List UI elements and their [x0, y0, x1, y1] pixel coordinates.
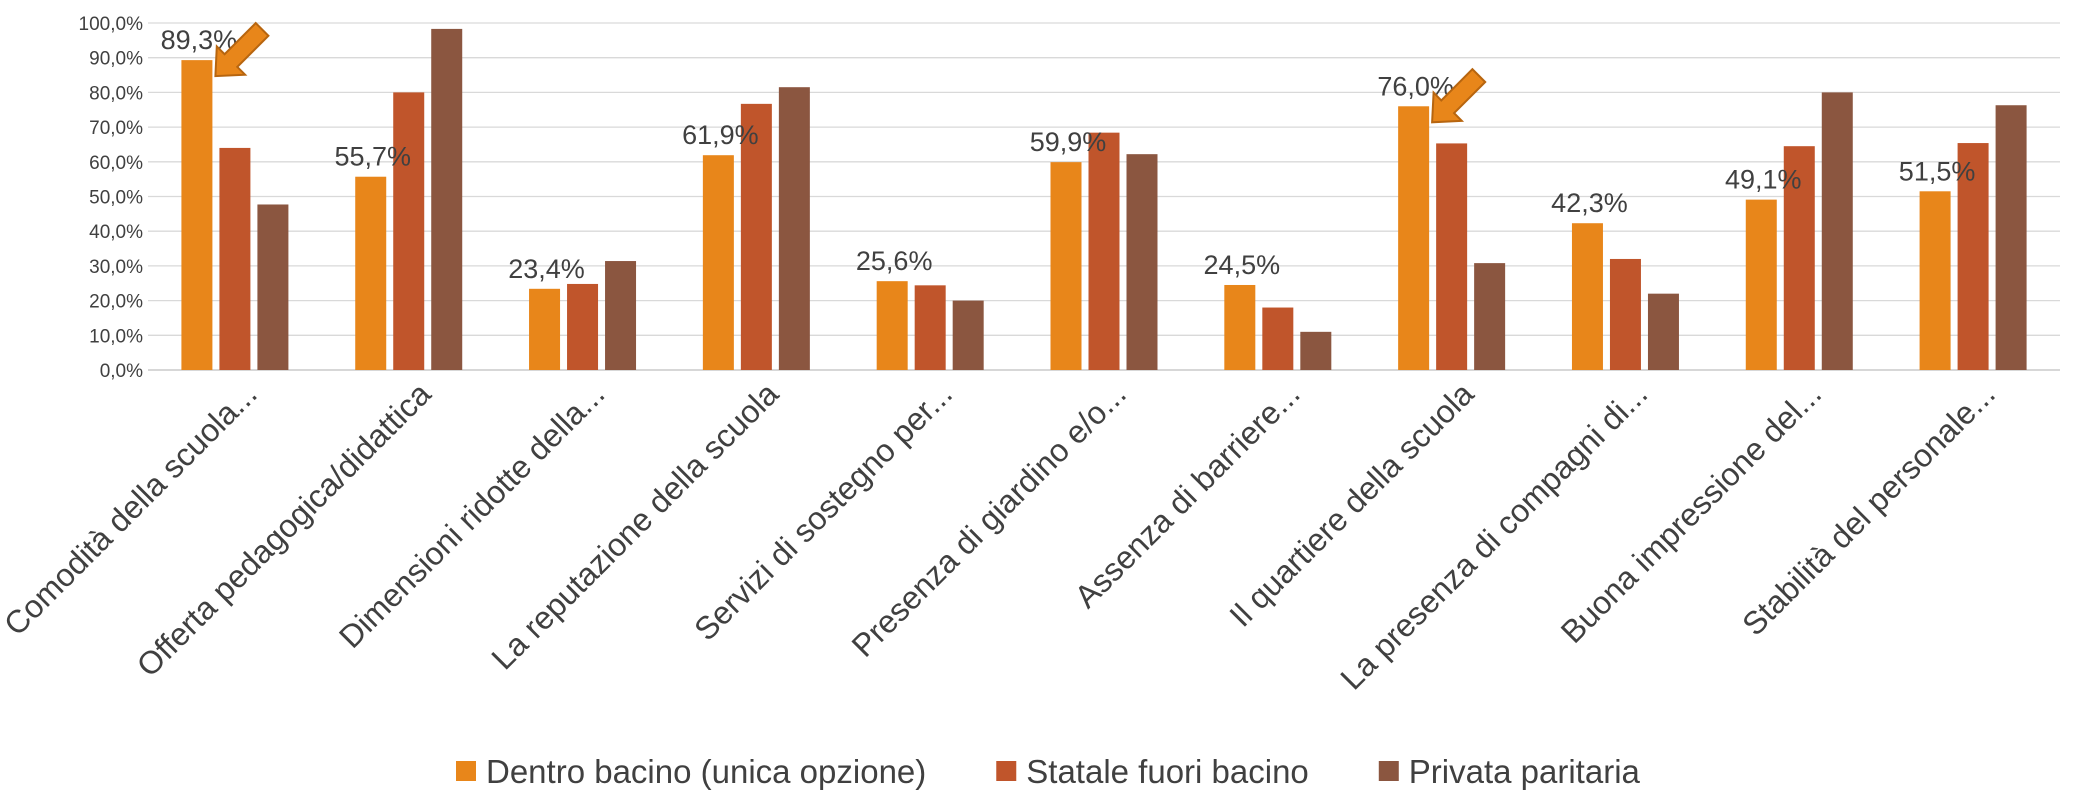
legend-label: Dentro bacino (unica opzione): [486, 753, 926, 790]
bar: [1919, 191, 1951, 370]
bar: [1783, 146, 1815, 370]
data-label: 24,5%: [1204, 250, 1281, 280]
category-label: La reputazione della scuola: [484, 375, 785, 676]
y-tick-label: 0,0%: [100, 361, 143, 382]
bar: [1126, 154, 1158, 370]
bar: [1050, 162, 1082, 370]
bar: [876, 281, 908, 370]
data-label: 25,6%: [856, 246, 933, 276]
bar: [1609, 258, 1641, 370]
bar: [952, 300, 984, 370]
data-label: 59,9%: [1030, 127, 1107, 157]
data-label: 49,1%: [1725, 165, 1802, 195]
category-label: Presenza di giardino e/o...: [845, 375, 1133, 663]
bar: [1571, 223, 1603, 370]
y-tick-label: 20,0%: [89, 292, 143, 313]
y-tick-label: 80,0%: [89, 83, 143, 104]
annotation-arrows: [214, 21, 1487, 124]
bar: [914, 285, 946, 370]
data-label: 23,4%: [508, 254, 585, 284]
data-label: 42,3%: [1551, 188, 1628, 218]
data-label: 51,5%: [1899, 156, 1976, 186]
bar: [1474, 263, 1506, 370]
y-tick-label: 100,0%: [79, 14, 144, 35]
bar: [605, 261, 637, 370]
bar: [1398, 106, 1430, 370]
annotation-arrow: [1431, 67, 1487, 124]
data-labels: 89,3% 55,7% 23,4% 61,9% 25,6% 59,9% 24,5% 76,0%…: [161, 25, 1976, 284]
data-label: 76,0%: [1377, 71, 1454, 101]
bar: [1436, 143, 1468, 370]
y-axis-ticks: 0,0% 10,0% 20,0% 30,0% 40,0% 50,0% 60,0% 70,0% 8…: [79, 14, 144, 382]
y-tick-label: 40,0%: [89, 222, 143, 243]
category-label: Offerta pedagogica/didattica: [130, 375, 438, 683]
bar: [181, 60, 213, 371]
bar: [1300, 331, 1332, 370]
bar: [219, 147, 251, 370]
category-label: La presenza di compagni di...: [1333, 375, 1654, 696]
annotation-arrow: [214, 21, 270, 78]
bar: [1088, 132, 1120, 370]
bar: [257, 204, 289, 370]
y-tick-label: 60,0%: [89, 153, 143, 174]
y-tick-label: 50,0%: [89, 188, 143, 209]
x-axis-category-labels: Comodità della scuola...Offerta pedagogi…: [0, 375, 2002, 696]
bar: [355, 176, 387, 370]
legend-swatch: [1378, 761, 1399, 781]
data-label: 55,7%: [334, 142, 411, 172]
y-tick-label: 10,0%: [89, 326, 143, 347]
legend-swatch: [456, 761, 476, 781]
y-tick-label: 90,0%: [89, 49, 143, 70]
bar: [393, 92, 425, 371]
bar: [1647, 293, 1679, 370]
data-label: 89,3%: [161, 25, 238, 55]
legend: Dentro bacino (unica opzione) Statale fuo…: [456, 753, 1641, 790]
bar: [1995, 105, 2027, 370]
bar: [702, 155, 734, 370]
bar: [1821, 92, 1853, 371]
legend-label: Statale fuori bacino: [1026, 753, 1309, 790]
bar: [1262, 307, 1294, 370]
bar: [778, 87, 810, 370]
legend-swatch: [996, 761, 1017, 781]
data-label: 61,9%: [682, 120, 759, 150]
bar: [567, 283, 599, 370]
bar: [740, 103, 772, 370]
legend-label: Privata paritaria: [1409, 753, 1641, 790]
bar: [431, 28, 463, 371]
y-tick-label: 70,0%: [89, 118, 143, 139]
bar: [529, 288, 561, 370]
bars: [181, 28, 2027, 371]
bar: [1957, 143, 1989, 370]
bar: [1745, 199, 1777, 370]
y-tick-label: 30,0%: [89, 257, 143, 278]
bar: [1224, 284, 1256, 370]
